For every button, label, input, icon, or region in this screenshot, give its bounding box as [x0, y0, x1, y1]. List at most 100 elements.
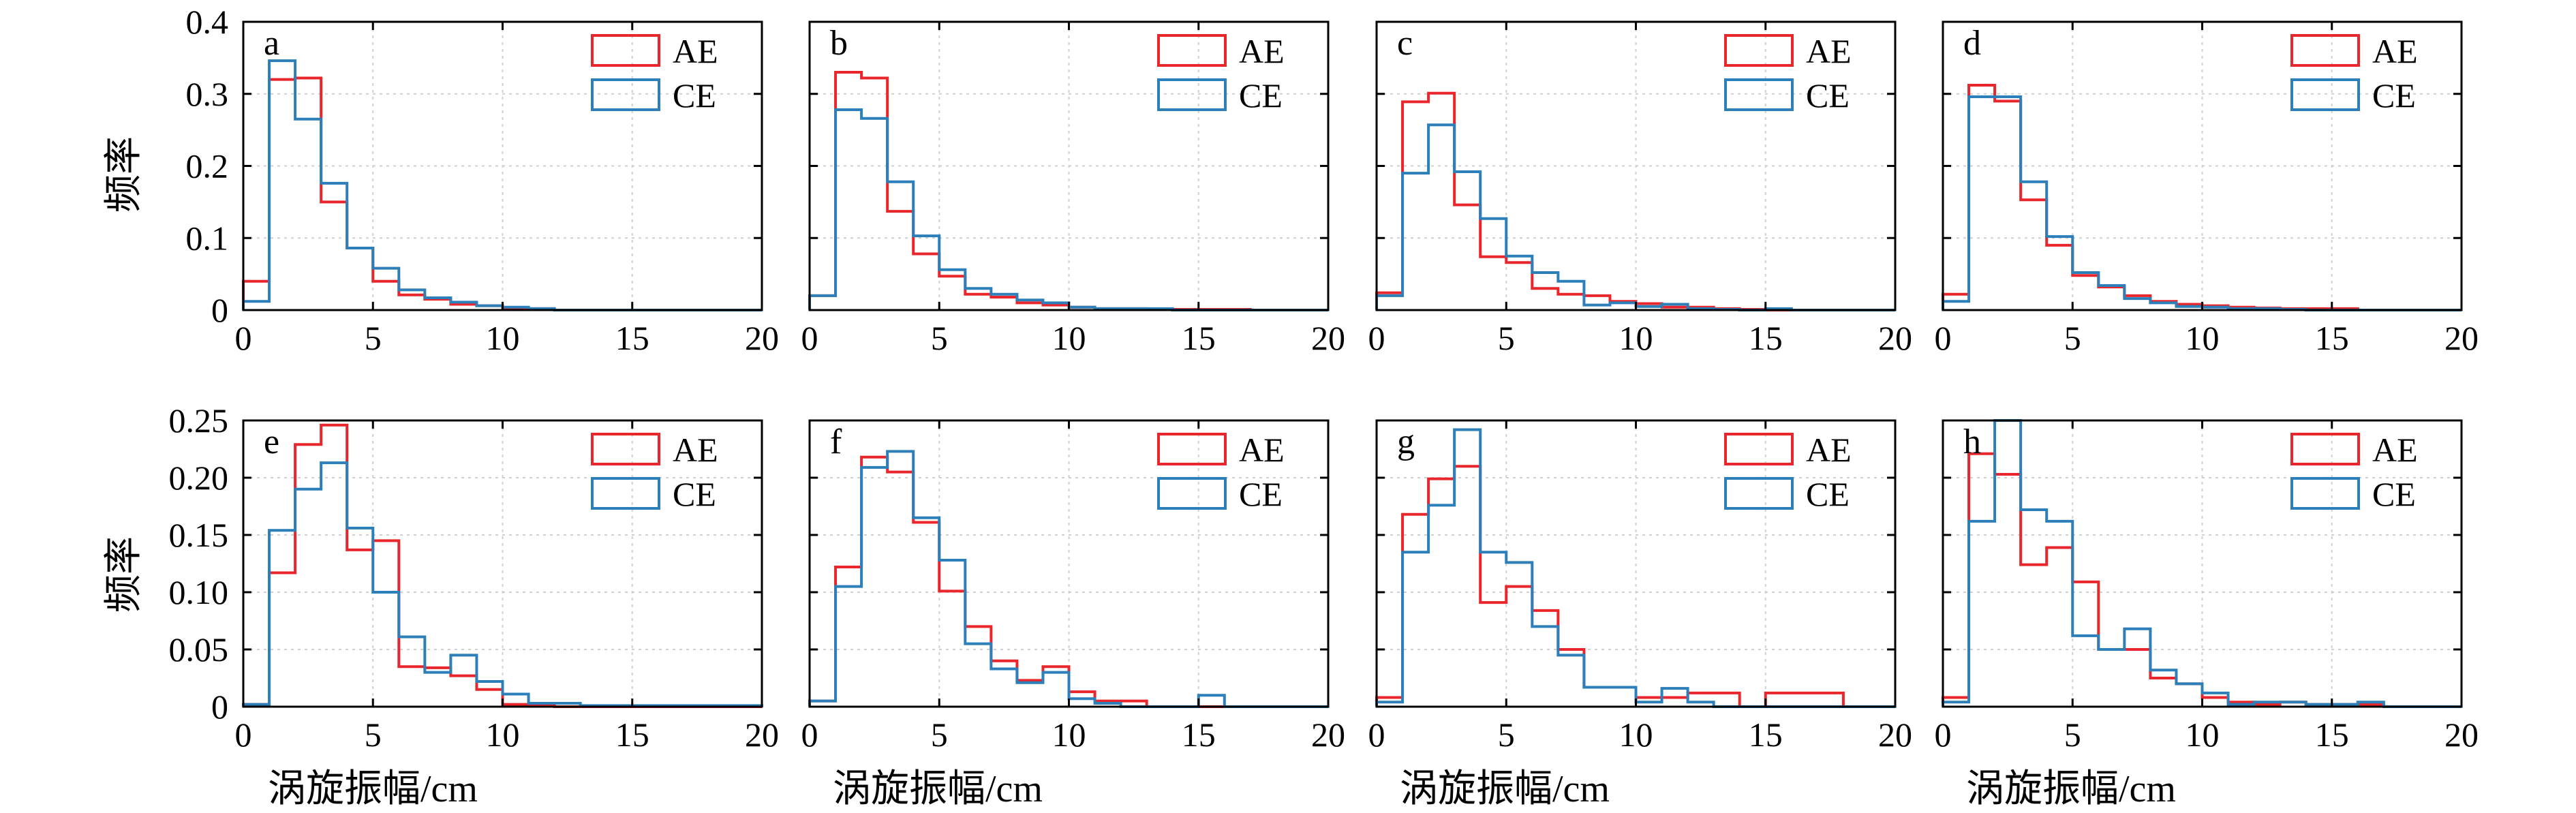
legend-swatch-AE-f — [1157, 433, 1227, 465]
legend-swatch-AE-c — [1724, 34, 1794, 67]
x-tick-label-g: 5 — [1498, 716, 1515, 754]
x-tick-label-f: 20 — [1311, 716, 1345, 754]
legend-label-CE-e: CE — [673, 475, 716, 513]
figure-ylabel-bottom: 频率 — [103, 536, 145, 613]
x-tick-label-b: 15 — [1182, 319, 1216, 357]
x-tick-label-f: 5 — [931, 716, 948, 754]
x-tick-label-c: 0 — [1368, 319, 1385, 357]
legend-label-AE-e: AE — [673, 431, 718, 469]
x-tick-label-h: 20 — [2444, 716, 2479, 754]
legend-label-CE-c: CE — [1806, 76, 1850, 114]
x-tick-label-a: 5 — [365, 319, 382, 357]
panel-h: 0 5 10 15 20 h AE CE — [1935, 419, 2479, 754]
legend-swatch-CE-g — [1724, 477, 1794, 510]
x-tick-label-d: 10 — [2186, 319, 2220, 357]
x-tick-label-c: 20 — [1878, 319, 1912, 357]
y-tick-label-a: 0.4 — [186, 3, 229, 41]
panel-letter-c: c — [1397, 24, 1413, 63]
x-tick-label-e: 10 — [486, 716, 520, 754]
series-CE-d — [1942, 95, 2462, 311]
figure-xlabel-3: 涡旋振幅/cm — [1400, 768, 1610, 810]
panel-b: 0 5 10 15 20 b AE CE — [801, 20, 1345, 357]
legend-label-AE-b: AE — [1239, 32, 1285, 70]
y-tick-label-e: 0.20 — [169, 459, 229, 497]
x-tick-label-b: 5 — [931, 319, 948, 357]
legend-label-CE-a: CE — [673, 76, 716, 114]
x-tick-label-b: 20 — [1311, 319, 1345, 357]
legend-swatch-CE-d — [2290, 78, 2360, 111]
x-tick-label-b: 0 — [801, 319, 818, 357]
x-tick-label-b: 10 — [1052, 319, 1086, 357]
legend-label-AE-c: AE — [1806, 32, 1852, 70]
x-tick-label-d: 20 — [2444, 319, 2479, 357]
series-AE-d — [1942, 84, 2462, 311]
x-tick-label-f: 15 — [1182, 716, 1216, 754]
panel-letter-d: d — [1963, 24, 1981, 63]
legend-swatch-AE-a — [591, 34, 660, 67]
y-tick-label-a: 0.1 — [186, 219, 229, 257]
x-tick-label-e: 20 — [745, 716, 779, 754]
legend-label-CE-b: CE — [1239, 76, 1283, 114]
legend-swatch-CE-a — [591, 78, 660, 111]
x-tick-label-h: 15 — [2315, 716, 2349, 754]
x-tick-label-h: 0 — [1935, 716, 1952, 754]
legend-swatch-CE-b — [1157, 78, 1227, 111]
legend-swatch-CE-f — [1157, 477, 1227, 510]
legend-label-CE-h: CE — [2372, 475, 2416, 513]
legend-swatch-AE-b — [1157, 34, 1227, 67]
legend-label-CE-f: CE — [1239, 475, 1283, 513]
x-tick-label-d: 15 — [2315, 319, 2349, 357]
y-tick-label-e: 0.05 — [169, 630, 229, 669]
legend-swatch-AE-e — [591, 433, 660, 465]
y-tick-label-a: 0.2 — [186, 147, 229, 185]
legend-swatch-AE-h — [2290, 433, 2360, 465]
panel-d: 0 5 10 15 20 d AE CE — [1935, 20, 2479, 357]
panel-letter-b: b — [830, 24, 848, 63]
panel-letter-h: h — [1963, 423, 1981, 461]
legend-label-AE-h: AE — [2372, 431, 2418, 469]
panel-letter-f: f — [830, 423, 842, 461]
legend-label-AE-f: AE — [1239, 431, 1285, 469]
legend-label-AE-a: AE — [673, 32, 718, 70]
x-tick-label-a: 20 — [745, 319, 779, 357]
panel-c: 0 5 10 15 20 c AE CE — [1368, 20, 1912, 357]
x-tick-label-h: 5 — [2064, 716, 2081, 754]
panel-letter-e: e — [264, 423, 279, 461]
y-tick-label-a: 0 — [211, 291, 228, 329]
legend-label-CE-d: CE — [2372, 76, 2416, 114]
x-tick-label-d: 5 — [2064, 319, 2081, 357]
y-tick-label-e: 0.10 — [169, 573, 229, 611]
x-tick-label-e: 15 — [615, 716, 649, 754]
legend-swatch-CE-h — [2290, 477, 2360, 510]
figure-xlabel-4: 涡旋振幅/cm — [1966, 768, 2176, 810]
figure-ylabel-top: 频率 — [103, 136, 145, 213]
x-tick-label-g: 10 — [1619, 716, 1653, 754]
y-tick-label-e: 0.15 — [169, 516, 229, 554]
panel-letter-a: a — [264, 24, 279, 63]
legend-label-AE-g: AE — [1806, 431, 1852, 469]
legend-swatch-CE-c — [1724, 78, 1794, 111]
legend-swatch-AE-g — [1724, 433, 1794, 465]
x-tick-label-e: 0 — [235, 716, 252, 754]
x-tick-label-f: 0 — [801, 716, 818, 754]
x-tick-label-g: 20 — [1878, 716, 1912, 754]
legend-label-AE-d: AE — [2372, 32, 2418, 70]
panel-letter-g: g — [1397, 423, 1415, 461]
legend-swatch-CE-e — [591, 477, 660, 510]
x-tick-label-a: 0 — [235, 319, 252, 357]
figure-xlabel-1: 涡旋振幅/cm — [268, 768, 478, 810]
x-tick-label-g: 0 — [1368, 716, 1385, 754]
legend-label-CE-g: CE — [1806, 475, 1850, 513]
panel-f: 0 5 10 15 20 f AE CE — [801, 419, 1345, 754]
series-CE-g — [1375, 428, 1895, 708]
x-tick-label-a: 10 — [486, 319, 520, 357]
x-tick-label-a: 15 — [615, 319, 649, 357]
y-tick-label-a: 0.3 — [186, 75, 229, 113]
series-CE-f — [808, 450, 1328, 708]
panel-e: 0 5 10 15 20 0 0.05 0.10 0.15 0.20 0.25 e AE CE — [169, 401, 780, 754]
figure-xlabel-2: 涡旋振幅/cm — [833, 768, 1043, 810]
series-CE-e — [242, 461, 763, 707]
x-tick-label-d: 0 — [1935, 319, 1952, 357]
